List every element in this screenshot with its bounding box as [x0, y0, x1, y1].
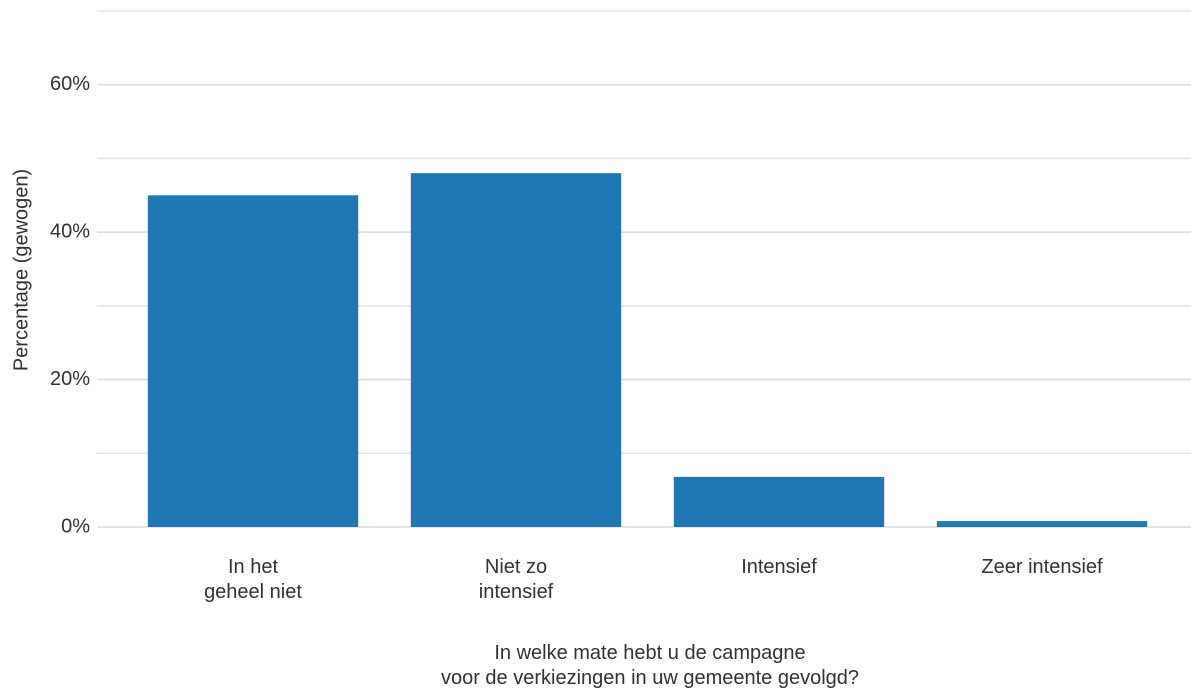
- x-tick-label: Intensief: [741, 556, 817, 578]
- bar: [673, 476, 885, 527]
- x-tick-label: In het geheel niet: [204, 556, 302, 603]
- bar: [147, 195, 359, 528]
- x-tick-label: Zeer intensief: [981, 556, 1103, 578]
- y-tick-label: 40%: [50, 220, 90, 242]
- bar: [410, 173, 622, 527]
- y-axis-label: Percentage (gewogen): [10, 169, 32, 371]
- x-tick-label: Niet zo intensief: [478, 556, 554, 603]
- x-axis-label: In welke mate hebt u de campagne voor de…: [440, 642, 860, 689]
- y-tick-label: 20%: [50, 368, 90, 390]
- y-tick-label: 0%: [61, 515, 90, 537]
- y-tick-label: 60%: [50, 73, 90, 95]
- bar: [936, 521, 1148, 527]
